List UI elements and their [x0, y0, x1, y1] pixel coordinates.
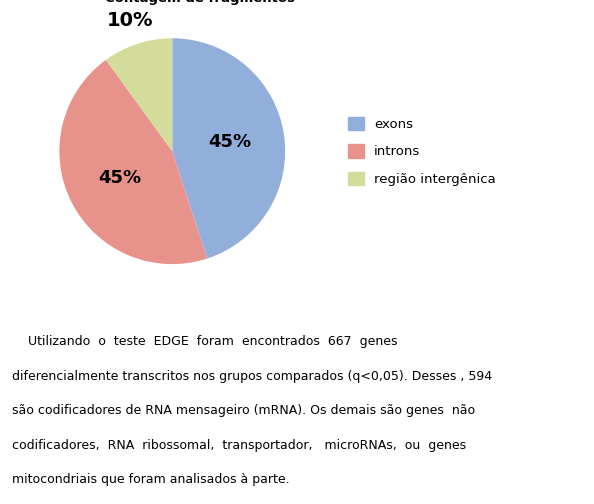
- Wedge shape: [172, 38, 285, 259]
- Text: 10%: 10%: [106, 11, 153, 30]
- Text: Utilizando  o  teste  EDGE  foram  encontrados  667  genes: Utilizando o teste EDGE foram encontrado…: [12, 336, 397, 348]
- Text: mitocondriais que foram analisados à parte.: mitocondriais que foram analisados à par…: [12, 473, 289, 486]
- Wedge shape: [106, 38, 172, 151]
- Text: diferencialmente transcritos nos grupos comparados (q<0,05). Desses , 594: diferencialmente transcritos nos grupos …: [12, 370, 492, 383]
- Text: são codificadores de RNA mensageiro (mRNA). Os demais são genes  não: são codificadores de RNA mensageiro (mRN…: [12, 404, 475, 417]
- Wedge shape: [59, 60, 207, 264]
- Text: codificadores,  RNA  ribossomal,  transportador,   microRNAs,  ou  genes: codificadores, RNA ribossomal, transport…: [12, 439, 466, 452]
- Title: Contagem de fragmentos: Contagem de fragmentos: [106, 0, 295, 5]
- Legend: exons, introns, região intergênica: exons, introns, região intergênica: [343, 111, 501, 191]
- Text: 45%: 45%: [99, 169, 141, 187]
- Text: 45%: 45%: [208, 133, 252, 151]
